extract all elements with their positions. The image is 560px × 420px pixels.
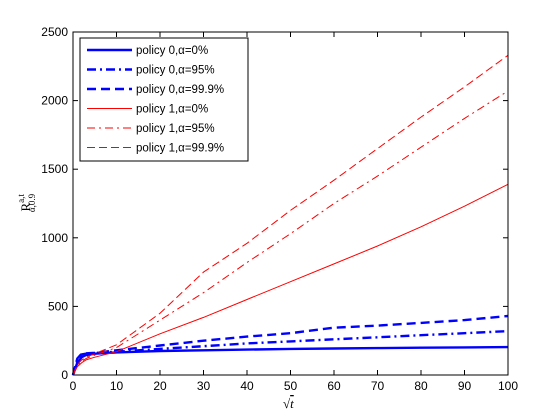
x-tick-label: 40 xyxy=(240,379,254,393)
legend-label-2: policy 0,α=99.9% xyxy=(136,84,224,96)
x-tick-label: 100 xyxy=(498,379,518,393)
series-line-3 xyxy=(72,183,509,376)
x-tick-label: 20 xyxy=(153,379,167,393)
series-lines xyxy=(71,54,509,376)
y-tick-label: 500 xyxy=(48,299,68,313)
x-tick-label: 0 xyxy=(70,379,77,393)
y-label-subscript: α,0.9 xyxy=(27,193,37,212)
legend-label-0: policy 0,α=0% xyxy=(136,45,208,57)
x-tick-label: 10 xyxy=(110,379,124,393)
series-line-4 xyxy=(72,90,509,376)
series-line-2 xyxy=(71,314,509,376)
legend-box xyxy=(79,37,249,162)
x-tick-label: 50 xyxy=(284,379,298,393)
series-line-0 xyxy=(71,345,509,376)
legend-label-5: policy 1,α=99.9% xyxy=(136,143,224,155)
y-label-superscript: a,t xyxy=(16,194,26,203)
series-line-5 xyxy=(72,54,509,376)
x-tick-label: 70 xyxy=(371,379,385,393)
y-axis-label: Ra,tα,0.9 xyxy=(16,193,37,212)
x-axis-label: √t xyxy=(283,396,294,411)
legend: policy 0,α=0% policy 0,α=95% policy 0,α=99… xyxy=(79,37,249,162)
x-tick-label: 30 xyxy=(197,379,211,393)
y-tick-label: 2500 xyxy=(41,25,68,39)
legend-label-4: policy 1,α=95% xyxy=(136,123,215,135)
legend-label-3: policy 1,α=0% xyxy=(136,104,208,116)
x-tick-label: 90 xyxy=(458,379,472,393)
x-tick-label: 80 xyxy=(414,379,428,393)
x-tick-label: 60 xyxy=(327,379,341,393)
legend-label-1: policy 0,α=95% xyxy=(136,65,215,77)
svg-text:Ra,tα,0.9: Ra,tα,0.9 xyxy=(16,193,37,212)
y-tick-label: 1000 xyxy=(41,231,68,245)
y-tick-label: 0 xyxy=(61,368,68,382)
y-tick-label: 1500 xyxy=(41,162,68,176)
series-line-1 xyxy=(71,329,509,376)
y-tick-label: 2000 xyxy=(41,94,68,108)
axis-ticks: 0 10 20 30 40 50 60 70 80 90 100050010001500200025… xyxy=(41,25,518,393)
y-label-main: R xyxy=(18,203,33,212)
x-axis-label-text: √t xyxy=(283,396,294,411)
